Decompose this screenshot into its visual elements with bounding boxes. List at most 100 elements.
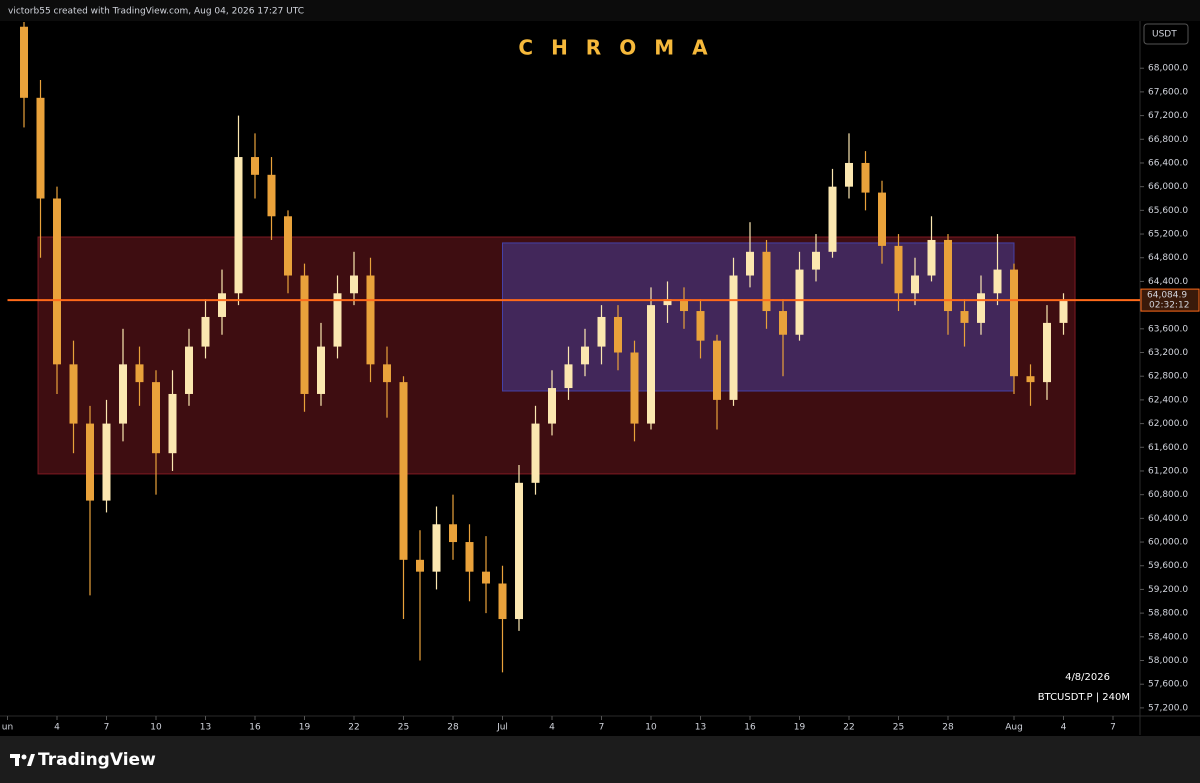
candle-body	[647, 305, 655, 424]
y-tick-label: 62,000.0	[1148, 419, 1188, 429]
x-tick-label: 16	[249, 723, 261, 733]
candle-body	[762, 251, 771, 312]
logo-part	[15, 754, 19, 766]
logo-part	[21, 754, 27, 760]
x-tick-label: 19	[794, 723, 806, 733]
y-tick-label: 57,200.0	[1148, 703, 1188, 713]
candle-body	[449, 524, 457, 543]
candle-body	[795, 269, 804, 335]
currency-box	[1143, 23, 1189, 45]
footer-bar	[0, 736, 1200, 783]
y-tick-label: 59,200.0	[1148, 585, 1188, 595]
candle-body	[69, 364, 78, 424]
candle-body	[350, 275, 358, 294]
date-label: 4/8/2026	[1065, 672, 1110, 683]
y-tick-label: 60,000.0	[1148, 538, 1188, 548]
candle-body	[1043, 322, 1051, 383]
x-tick-label: 22	[348, 723, 359, 733]
candle-body	[515, 482, 523, 620]
candle-body	[597, 316, 606, 347]
y-tick-label: 58,000.0	[1148, 656, 1188, 666]
x-tick-label: Aug	[1005, 723, 1023, 733]
candle-body	[284, 216, 292, 276]
candle-body	[36, 97, 45, 199]
x-tick-label: Jul	[496, 723, 508, 733]
last-price-box	[1140, 288, 1200, 312]
x-tick-label: 19	[299, 723, 311, 733]
candle-body	[399, 382, 408, 560]
candle-body	[1010, 269, 1018, 377]
y-tick-label: 65,200.0	[1148, 230, 1188, 240]
x-tick-label: 28	[447, 723, 459, 733]
chart-title: CHROMA	[518, 36, 725, 60]
x-tick-label: 7	[599, 723, 605, 733]
y-tick-label: 63,600.0	[1148, 324, 1188, 334]
y-tick-label: 58,800.0	[1148, 609, 1188, 619]
candle-body	[812, 251, 820, 270]
x-tick-label: 4	[1061, 723, 1067, 733]
candle-body	[614, 316, 622, 353]
candle-body	[383, 364, 391, 383]
tradingview-logo	[10, 754, 35, 766]
y-tick-label: 67,200.0	[1148, 111, 1188, 121]
last-price-label: 64,084.9	[1147, 291, 1187, 301]
header-bar	[0, 0, 1200, 21]
x-tick-label: 4	[54, 723, 60, 733]
currency: USDT	[1152, 30, 1177, 40]
candle-body	[432, 524, 441, 572]
candle-body	[218, 293, 226, 317]
candle-body	[20, 26, 28, 98]
x-tick-label: 10	[645, 723, 657, 733]
candle-body	[944, 239, 952, 312]
symbol-label: BTCUSDT.P | 240M	[1038, 692, 1130, 703]
x-tick-label: un	[2, 723, 13, 733]
candle-body	[317, 346, 325, 394]
x-tick-label: 10	[150, 723, 162, 733]
candle-body	[234, 157, 243, 294]
x-tick-label: 22	[843, 723, 854, 733]
y-tick-label: 66,800.0	[1148, 135, 1188, 145]
candle-body	[135, 364, 144, 383]
candle-body	[86, 423, 94, 501]
candle-body	[366, 275, 375, 365]
candle-body	[548, 388, 556, 424]
candle-body	[465, 542, 474, 572]
x-tick-label: 13	[695, 723, 706, 733]
x-tick-label: 7	[1110, 723, 1116, 733]
candle-body	[531, 423, 540, 483]
candle-body	[333, 293, 342, 347]
axes: 57,200.0 57,600.0 58,000.0 58,400.0 58,800.0…	[2, 64, 1200, 733]
x-tick-label: 13	[200, 723, 211, 733]
candle-body	[713, 340, 721, 400]
candle-body	[564, 364, 573, 389]
candle-body	[267, 174, 276, 217]
x-tick-label: 28	[942, 723, 954, 733]
candle-body	[1059, 300, 1068, 323]
candle-body	[828, 186, 837, 252]
candle-body	[894, 245, 903, 294]
y-tick-label: 62,400.0	[1148, 395, 1188, 405]
candle-body	[663, 299, 672, 306]
candle-body	[779, 311, 787, 335]
zone	[502, 242, 1015, 392]
logo-part	[27, 754, 35, 766]
footer-brand: TradingView	[38, 750, 156, 770]
candle-body	[168, 393, 177, 454]
candle-body	[927, 239, 936, 276]
y-tick-label: 61,200.0	[1148, 466, 1188, 476]
y-tick-label: 66,400.0	[1148, 158, 1188, 168]
countdown: 02:32:12	[1149, 301, 1189, 311]
candle-body	[911, 275, 919, 294]
candle-body	[977, 293, 985, 323]
y-tick-label: 58,400.0	[1148, 632, 1188, 642]
y-tick-label: 60,800.0	[1148, 490, 1188, 500]
y-tick-label: 62,800.0	[1148, 372, 1188, 382]
y-tick-label: 63,200.0	[1148, 348, 1188, 358]
y-tick-label: 67,600.0	[1148, 87, 1188, 97]
candle-body	[729, 275, 738, 400]
candle-body	[993, 269, 1002, 294]
y-tick-label: 60,400.0	[1148, 514, 1188, 524]
y-tick-label: 64,800.0	[1148, 253, 1188, 263]
candle-body	[1026, 376, 1035, 383]
